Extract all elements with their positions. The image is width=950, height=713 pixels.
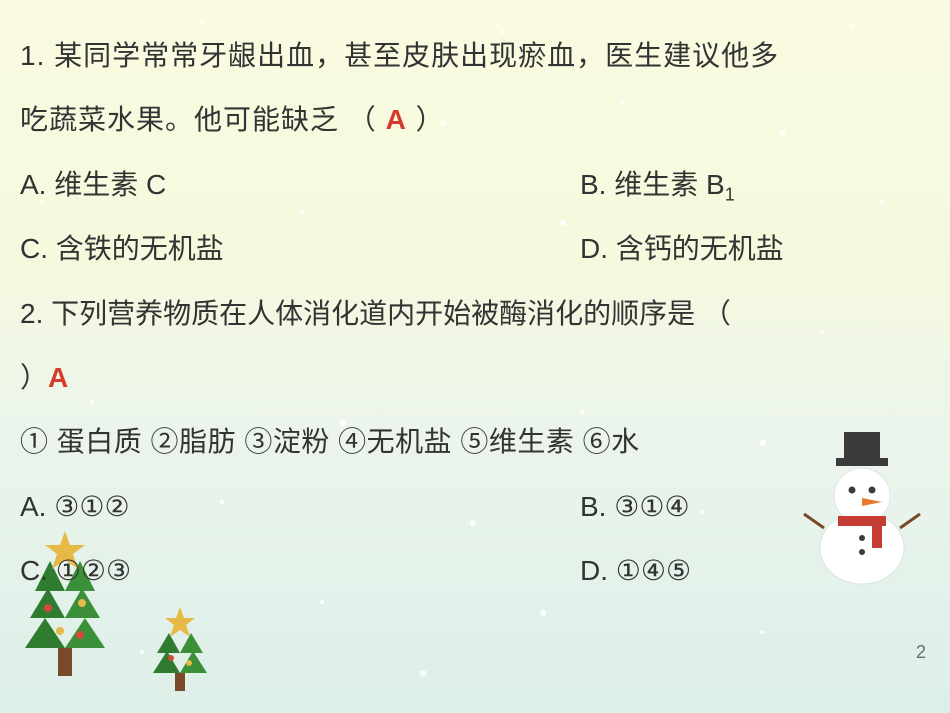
q1-option-d: D. 含钙的无机盐 xyxy=(580,217,930,281)
q2-items: ① 蛋白质 ②脂肪 ③淀粉 ④无机盐 ⑤维生素 ⑥水 xyxy=(20,410,930,474)
q1-option-b-text: B. 维生素 B xyxy=(580,169,725,200)
q2-answer: A xyxy=(48,362,68,393)
q2-option-d: D. ①④⑤ xyxy=(580,539,930,603)
snow-dot xyxy=(760,630,764,634)
snow-dot xyxy=(420,670,426,676)
q2-option-a: A. ③①② xyxy=(20,475,580,539)
q1-options-row1: A. 维生素 C B. 维生素 B1 xyxy=(20,153,930,217)
q1-option-b-sub: 1 xyxy=(725,184,735,204)
q1-option-a: A. 维生素 C xyxy=(20,153,580,217)
q2-option-b: B. ③①④ xyxy=(580,475,930,539)
q1-answer: A xyxy=(386,104,407,135)
page-number: 2 xyxy=(916,642,926,663)
q2-option-c: C. ①②③ xyxy=(20,539,580,603)
q1-option-c: C. 含铁的无机盐 xyxy=(20,217,580,281)
q1-stem-line2: 吃蔬菜水果。他可能缺乏 （ A ） xyxy=(20,88,930,152)
q2-close-paren: ） xyxy=(20,362,48,393)
slide-content: 1. 某同学常常牙龈出血，甚至皮肤出现瘀血，医生建议他多 吃蔬菜水果。他可能缺乏… xyxy=(0,0,950,604)
q2-stem: 2. 下列营养物质在人体消化道内开始被酶消化的顺序是 （ xyxy=(20,282,930,346)
snow-dot xyxy=(540,610,546,616)
q2-options-row2: C. ①②③ D. ①④⑤ xyxy=(20,539,930,603)
q1-stem-line1: 1. 某同学常常牙龈出血，甚至皮肤出现瘀血，医生建议他多 xyxy=(20,24,930,88)
q2-options-row1: A. ③①② B. ③①④ xyxy=(20,475,930,539)
q1-stem-post: ） xyxy=(407,104,445,135)
tree-decoration-small xyxy=(145,593,215,703)
q1-option-b: B. 维生素 B1 xyxy=(580,153,930,217)
snow-dot xyxy=(140,650,144,654)
q1-options-row2: C. 含铁的无机盐 D. 含钙的无机盐 xyxy=(20,217,930,281)
q1-stem-pre: 吃蔬菜水果。他可能缺乏 （ xyxy=(20,104,386,135)
q2-close: ）A xyxy=(20,346,930,410)
